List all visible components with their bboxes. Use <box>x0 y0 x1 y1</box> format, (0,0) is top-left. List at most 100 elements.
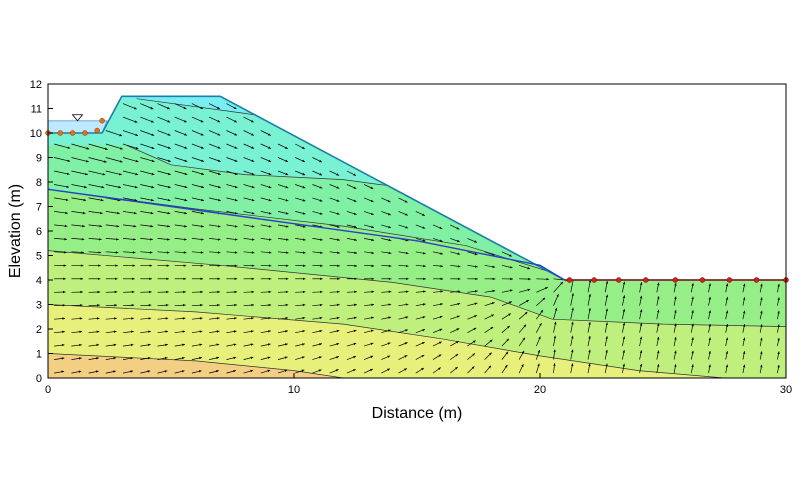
flow-vector-head <box>571 321 574 325</box>
flow-vector-head <box>302 186 306 189</box>
flow-vector-head <box>319 159 322 163</box>
flow-vector-head <box>147 343 151 347</box>
flow-vector-head <box>66 185 69 188</box>
flow-vector <box>105 170 122 176</box>
flow-vector-head <box>439 315 443 319</box>
flow-vector-head <box>370 355 374 359</box>
exit-boundary-point <box>643 277 649 283</box>
flow-vector-head <box>639 282 643 285</box>
flow-vector-head <box>80 277 84 280</box>
flow-vector-head <box>509 266 513 269</box>
flow-vector-head <box>337 290 340 294</box>
flow-vector-head <box>388 290 392 293</box>
flow-vector-head <box>268 225 272 228</box>
flow-vector-head <box>200 120 204 123</box>
flow-vector-head <box>336 186 340 189</box>
flow-vector-head <box>184 238 187 241</box>
flow-vector-head <box>760 283 763 287</box>
flow-vector <box>122 170 139 176</box>
flow-vector-head <box>234 198 238 202</box>
head-boundary-point <box>82 130 88 136</box>
flow-vector-head <box>96 343 99 347</box>
flow-vector-head <box>120 147 123 150</box>
flow-vector-head <box>674 282 677 286</box>
flow-vector-head <box>457 302 461 306</box>
flow-vector-head <box>523 324 527 328</box>
flow-vector-head <box>119 173 122 176</box>
flow-vector <box>88 170 106 176</box>
flow-vector-head <box>337 238 340 241</box>
flow-vector-head <box>234 133 238 136</box>
flow-vector-head <box>370 329 374 332</box>
flow-vector-head <box>370 369 373 372</box>
flow-vector-head <box>708 283 711 287</box>
flow-vector-head <box>251 290 255 294</box>
flow-vector-head <box>216 356 219 360</box>
flow-vector-head <box>405 251 409 255</box>
x-tick-label: 10 <box>288 384 300 396</box>
flow-vector-head <box>183 120 187 123</box>
flow-vector-head <box>268 277 272 280</box>
flow-vector-head <box>166 264 170 267</box>
flow-vector-head <box>268 133 271 136</box>
flow-vector-head <box>148 304 152 307</box>
flow-vector-head <box>405 290 409 293</box>
flow-vector-head <box>674 296 677 300</box>
flow-vector-head <box>455 367 458 370</box>
flow-vector-head <box>588 335 591 339</box>
flow-vector-head <box>97 290 101 294</box>
y-tick-label: 0 <box>36 373 42 385</box>
flow-vector-head <box>456 315 460 318</box>
flow-vector-head <box>101 185 105 189</box>
flow-vector-head <box>285 172 289 176</box>
flow-vector-head <box>457 265 461 268</box>
flow-vector-head <box>67 159 71 162</box>
flow-vector-head <box>475 277 478 281</box>
flow-vector-head <box>457 290 461 293</box>
flow-vector-head <box>472 353 475 356</box>
flow-vector-head <box>166 290 169 294</box>
y-tick-label: 5 <box>36 251 42 263</box>
flow-vector-head <box>475 265 478 268</box>
flow-vector-head <box>353 329 357 333</box>
flow-vector-head <box>184 198 188 202</box>
flow-vector-head <box>268 317 271 320</box>
flow-vector-head <box>135 159 139 163</box>
flow-vector-head <box>151 185 155 189</box>
flow-vector-head <box>405 303 409 306</box>
flow-vector-head <box>354 290 357 293</box>
flow-vector-head <box>353 173 356 176</box>
head-boundary-point <box>69 130 76 136</box>
flow-vector-head <box>743 283 746 287</box>
flow-vector-head <box>353 342 357 346</box>
flow-vector-head <box>79 317 83 320</box>
flow-vector-head <box>336 316 340 320</box>
flow-vector-head <box>605 294 609 298</box>
flow-vector-head <box>691 296 694 300</box>
flow-vector-head <box>115 251 119 254</box>
flow-vector-head <box>183 106 187 109</box>
flow-vector-head <box>674 364 677 367</box>
flow-vector-head <box>538 336 541 340</box>
head-boundary-point <box>99 118 105 124</box>
flow-vector-head <box>61 370 65 373</box>
flow-vector-head <box>234 317 237 320</box>
flow-vector-head <box>491 302 495 305</box>
flow-vector-head <box>588 293 591 297</box>
flow-vector-head <box>320 238 323 241</box>
flow-vector <box>122 130 139 136</box>
flow-vector-head <box>113 330 117 333</box>
y-tick-label: 9 <box>36 153 42 165</box>
flow-vector-head <box>371 316 374 319</box>
flow-vector-head <box>388 264 392 268</box>
flow-vector-head <box>200 264 204 267</box>
flow-vector-head <box>133 107 137 110</box>
exit-boundary-point <box>615 277 622 283</box>
flow-vector-head <box>472 340 476 343</box>
flow-vector-head <box>147 357 151 360</box>
flow-vector-head <box>184 225 187 228</box>
flow-vector-head <box>440 303 443 306</box>
flow-vector-head <box>267 356 271 359</box>
flow-vector-head <box>691 310 694 313</box>
